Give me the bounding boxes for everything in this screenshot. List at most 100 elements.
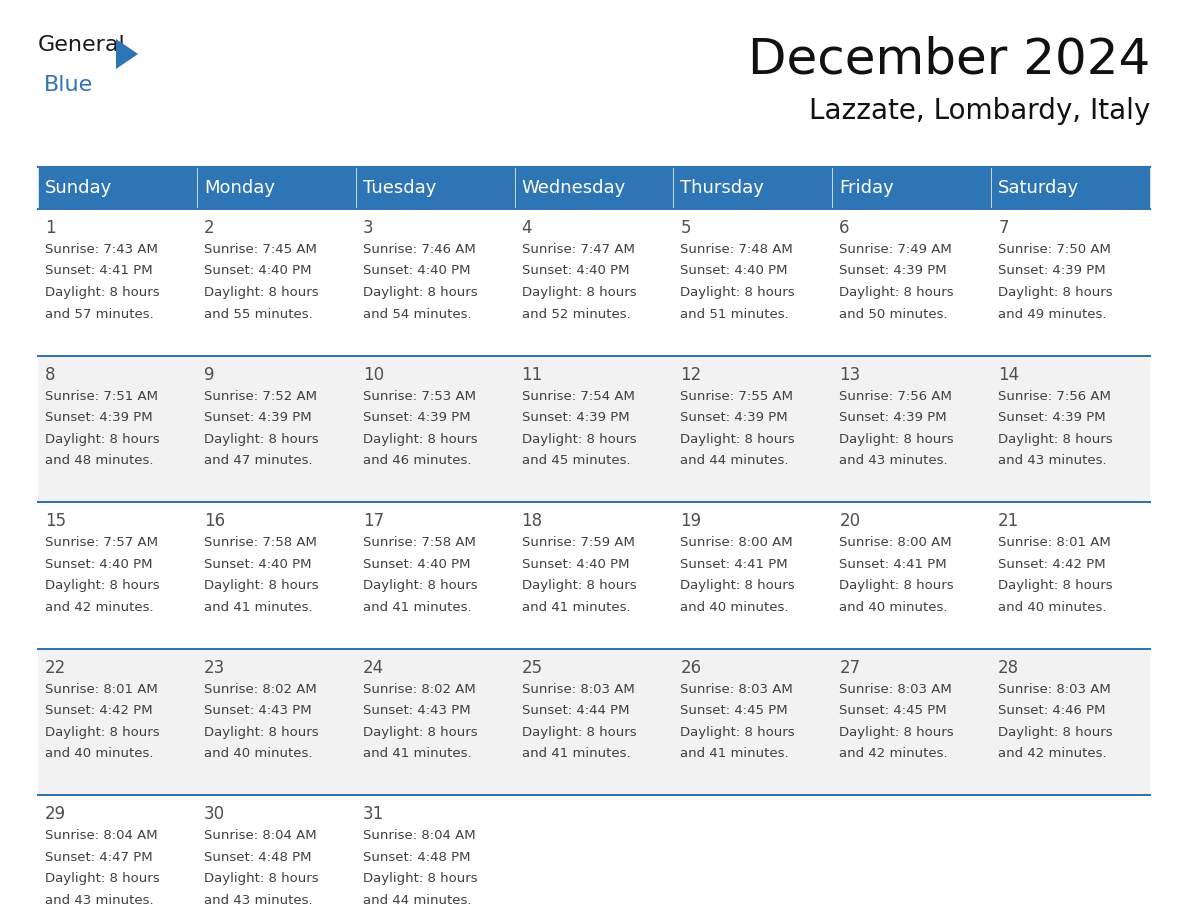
- Text: Sunrise: 8:00 AM: Sunrise: 8:00 AM: [681, 536, 794, 549]
- Text: Sunrise: 7:47 AM: Sunrise: 7:47 AM: [522, 243, 634, 256]
- Bar: [38, 795, 197, 918]
- Text: Tuesday: Tuesday: [362, 179, 436, 197]
- Bar: [674, 167, 833, 209]
- Text: Sunday: Sunday: [45, 179, 112, 197]
- Text: and 49 minutes.: and 49 minutes.: [998, 308, 1107, 320]
- Text: Daylight: 8 hours: Daylight: 8 hours: [45, 872, 159, 885]
- Text: Sunset: 4:47 PM: Sunset: 4:47 PM: [45, 851, 152, 864]
- Text: Sunrise: 7:50 AM: Sunrise: 7:50 AM: [998, 243, 1111, 256]
- Bar: [38, 167, 197, 209]
- Text: Sunset: 4:43 PM: Sunset: 4:43 PM: [204, 704, 311, 717]
- Text: 2: 2: [204, 219, 215, 237]
- Text: Sunset: 4:40 PM: Sunset: 4:40 PM: [362, 558, 470, 571]
- Bar: [674, 209, 833, 355]
- Text: Sunrise: 7:51 AM: Sunrise: 7:51 AM: [45, 389, 158, 403]
- Text: Sunset: 4:40 PM: Sunset: 4:40 PM: [45, 558, 152, 571]
- Text: Sunrise: 8:03 AM: Sunrise: 8:03 AM: [522, 683, 634, 696]
- Text: Sunset: 4:40 PM: Sunset: 4:40 PM: [204, 264, 311, 277]
- Text: and 55 minutes.: and 55 minutes.: [204, 308, 312, 320]
- Bar: [355, 649, 514, 795]
- Text: Friday: Friday: [839, 179, 895, 197]
- Bar: [197, 649, 355, 795]
- Text: 25: 25: [522, 659, 543, 677]
- Text: Sunrise: 8:04 AM: Sunrise: 8:04 AM: [362, 829, 475, 843]
- Text: 4: 4: [522, 219, 532, 237]
- Bar: [833, 649, 991, 795]
- Text: 12: 12: [681, 365, 702, 384]
- Text: Sunset: 4:45 PM: Sunset: 4:45 PM: [839, 704, 947, 717]
- Text: and 43 minutes.: and 43 minutes.: [204, 894, 312, 907]
- Text: 21: 21: [998, 512, 1019, 531]
- Text: 10: 10: [362, 365, 384, 384]
- Text: Sunrise: 7:43 AM: Sunrise: 7:43 AM: [45, 243, 158, 256]
- Text: Daylight: 8 hours: Daylight: 8 hours: [204, 286, 318, 299]
- Bar: [355, 795, 514, 918]
- Text: Daylight: 8 hours: Daylight: 8 hours: [204, 579, 318, 592]
- Text: Sunset: 4:42 PM: Sunset: 4:42 PM: [998, 558, 1106, 571]
- Text: Sunset: 4:39 PM: Sunset: 4:39 PM: [839, 411, 947, 424]
- Text: and 40 minutes.: and 40 minutes.: [839, 600, 948, 614]
- Text: and 40 minutes.: and 40 minutes.: [998, 600, 1107, 614]
- Text: 13: 13: [839, 365, 860, 384]
- Text: Sunset: 4:41 PM: Sunset: 4:41 PM: [839, 558, 947, 571]
- Text: Sunrise: 8:03 AM: Sunrise: 8:03 AM: [998, 683, 1111, 696]
- Bar: [197, 795, 355, 918]
- Text: Daylight: 8 hours: Daylight: 8 hours: [45, 726, 159, 739]
- Text: and 57 minutes.: and 57 minutes.: [45, 308, 153, 320]
- Text: General: General: [38, 35, 126, 55]
- Text: Sunrise: 8:02 AM: Sunrise: 8:02 AM: [204, 683, 317, 696]
- Bar: [38, 649, 197, 795]
- Text: 31: 31: [362, 805, 384, 823]
- Text: Sunrise: 7:57 AM: Sunrise: 7:57 AM: [45, 536, 158, 549]
- Text: Sunrise: 7:56 AM: Sunrise: 7:56 AM: [998, 389, 1111, 403]
- Text: Sunset: 4:39 PM: Sunset: 4:39 PM: [522, 411, 630, 424]
- Bar: [514, 355, 674, 502]
- Text: and 40 minutes.: and 40 minutes.: [681, 600, 789, 614]
- Bar: [514, 502, 674, 649]
- Text: Sunrise: 8:00 AM: Sunrise: 8:00 AM: [839, 536, 952, 549]
- Text: and 42 minutes.: and 42 minutes.: [45, 600, 153, 614]
- Text: Daylight: 8 hours: Daylight: 8 hours: [839, 432, 954, 445]
- Text: Sunrise: 7:45 AM: Sunrise: 7:45 AM: [204, 243, 317, 256]
- Text: Sunset: 4:39 PM: Sunset: 4:39 PM: [998, 264, 1106, 277]
- Text: 1: 1: [45, 219, 56, 237]
- Text: Sunrise: 7:54 AM: Sunrise: 7:54 AM: [522, 389, 634, 403]
- Text: 15: 15: [45, 512, 67, 531]
- Text: Daylight: 8 hours: Daylight: 8 hours: [998, 286, 1113, 299]
- Text: and 43 minutes.: and 43 minutes.: [998, 454, 1107, 467]
- Text: Sunset: 4:40 PM: Sunset: 4:40 PM: [522, 558, 630, 571]
- Text: Daylight: 8 hours: Daylight: 8 hours: [362, 286, 478, 299]
- Text: Sunset: 4:41 PM: Sunset: 4:41 PM: [45, 264, 152, 277]
- Text: Sunrise: 7:52 AM: Sunrise: 7:52 AM: [204, 389, 317, 403]
- Bar: [514, 649, 674, 795]
- Bar: [38, 209, 197, 355]
- Text: Sunrise: 8:04 AM: Sunrise: 8:04 AM: [204, 829, 316, 843]
- Text: 5: 5: [681, 219, 691, 237]
- Text: Daylight: 8 hours: Daylight: 8 hours: [681, 726, 795, 739]
- Text: and 48 minutes.: and 48 minutes.: [45, 454, 153, 467]
- Text: Sunrise: 8:04 AM: Sunrise: 8:04 AM: [45, 829, 158, 843]
- Text: Daylight: 8 hours: Daylight: 8 hours: [681, 579, 795, 592]
- Text: Sunset: 4:48 PM: Sunset: 4:48 PM: [362, 851, 470, 864]
- Text: Sunset: 4:39 PM: Sunset: 4:39 PM: [45, 411, 152, 424]
- Text: 30: 30: [204, 805, 225, 823]
- Bar: [674, 355, 833, 502]
- Bar: [355, 209, 514, 355]
- Bar: [355, 502, 514, 649]
- Bar: [355, 167, 514, 209]
- Text: 20: 20: [839, 512, 860, 531]
- Text: 3: 3: [362, 219, 373, 237]
- Text: Daylight: 8 hours: Daylight: 8 hours: [45, 579, 159, 592]
- Text: Daylight: 8 hours: Daylight: 8 hours: [522, 579, 637, 592]
- Text: and 47 minutes.: and 47 minutes.: [204, 454, 312, 467]
- Text: Daylight: 8 hours: Daylight: 8 hours: [998, 579, 1113, 592]
- Text: Sunset: 4:40 PM: Sunset: 4:40 PM: [362, 264, 470, 277]
- Text: Sunset: 4:40 PM: Sunset: 4:40 PM: [522, 264, 630, 277]
- Text: Sunrise: 7:58 AM: Sunrise: 7:58 AM: [362, 536, 475, 549]
- Text: Daylight: 8 hours: Daylight: 8 hours: [204, 432, 318, 445]
- Text: 24: 24: [362, 659, 384, 677]
- Text: and 44 minutes.: and 44 minutes.: [681, 454, 789, 467]
- Text: Daylight: 8 hours: Daylight: 8 hours: [839, 726, 954, 739]
- Text: Thursday: Thursday: [681, 179, 764, 197]
- Text: Daylight: 8 hours: Daylight: 8 hours: [839, 286, 954, 299]
